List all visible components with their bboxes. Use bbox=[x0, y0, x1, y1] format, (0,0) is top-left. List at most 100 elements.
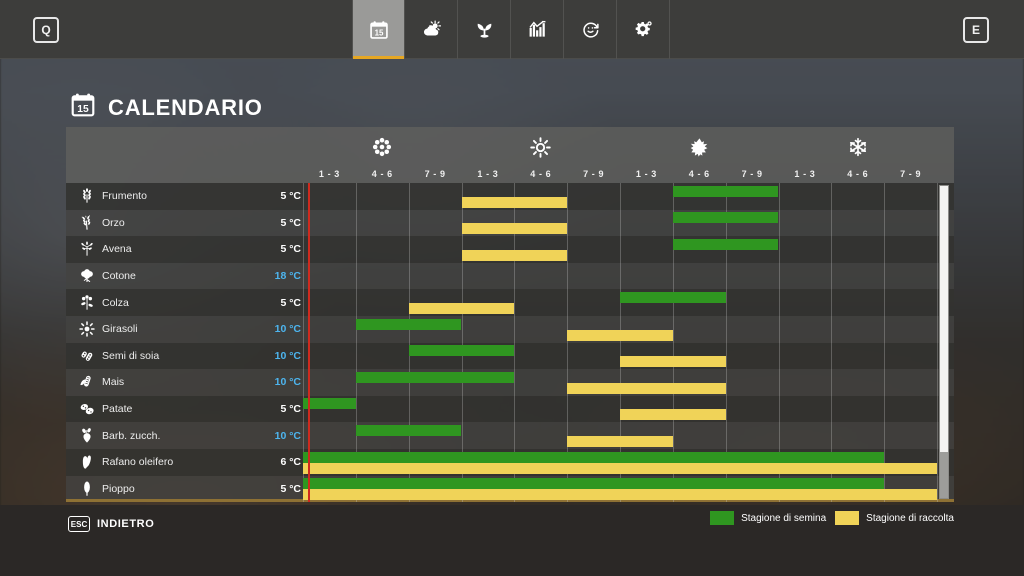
tab-calendar[interactable]: 15 bbox=[352, 0, 405, 59]
footer-bar: ESC INDIETRO Stagione di semina Stagione … bbox=[0, 505, 1024, 576]
soybean-icon bbox=[78, 347, 96, 365]
crop-min-temperature: 10 °C bbox=[274, 429, 301, 442]
sowing-season-bar bbox=[303, 478, 885, 490]
grid-line bbox=[831, 183, 833, 502]
period-label: 4 - 6 bbox=[688, 169, 710, 179]
flower-icon bbox=[362, 133, 402, 161]
crop-min-temperature: 10 °C bbox=[274, 323, 301, 336]
sprout-icon bbox=[475, 20, 494, 39]
harvest-season-bar bbox=[567, 435, 673, 447]
grid-line bbox=[620, 183, 621, 502]
table-row[interactable]: Barb. zucch. 10 °C bbox=[66, 422, 954, 449]
crop-min-temperature: 10 °C bbox=[274, 376, 301, 389]
grid-line bbox=[567, 183, 569, 502]
poplar-icon bbox=[78, 480, 96, 498]
crop-name: Pioppo bbox=[102, 482, 135, 495]
sowing-season-bar bbox=[355, 371, 515, 383]
chart-legend: Stagione di semina Stagione di raccolta bbox=[710, 511, 954, 525]
legend-label: Stagione di semina bbox=[741, 512, 827, 524]
svg-text:15: 15 bbox=[77, 104, 89, 115]
crop-min-temperature: 5 °C bbox=[280, 482, 301, 495]
tab-plants[interactable] bbox=[458, 0, 511, 59]
sowing-season-bar bbox=[672, 212, 779, 224]
crop-name: Cotone bbox=[102, 270, 136, 283]
crop-name: Avena bbox=[102, 243, 132, 256]
grid-line bbox=[884, 183, 886, 502]
crop-min-temperature: 5 °C bbox=[280, 403, 301, 416]
harvest-season-bar bbox=[303, 462, 937, 474]
harvest-season-bar bbox=[620, 356, 726, 368]
legend-item: Stagione di semina bbox=[710, 511, 826, 525]
weather-icon bbox=[422, 20, 441, 39]
period-label: 7 - 9 bbox=[424, 169, 446, 179]
scrollbar-thumb[interactable] bbox=[940, 452, 948, 498]
leaf-icon bbox=[679, 133, 719, 161]
crop-min-temperature: 18 °C bbox=[274, 270, 301, 283]
tab-settings[interactable] bbox=[617, 0, 670, 59]
crop-rows-area[interactable]: Frumento 5 °C Orzo 5 °C Avena 5 °C Cotone 18 °C… bbox=[66, 183, 954, 502]
crop-min-temperature: 5 °C bbox=[280, 243, 301, 256]
period-label: 1 - 3 bbox=[318, 169, 340, 179]
tab-weather[interactable] bbox=[405, 0, 458, 59]
grid-line bbox=[355, 183, 357, 502]
chart-grid bbox=[303, 183, 938, 502]
harvest-season-bar bbox=[567, 382, 726, 394]
wheat-icon bbox=[78, 187, 96, 205]
crop-name: Rafano oleifero bbox=[102, 456, 174, 469]
tab-strip: 15 bbox=[352, 0, 670, 59]
period-label: 1 - 3 bbox=[477, 169, 499, 179]
esc-key-badge: ESC bbox=[68, 516, 90, 532]
sowing-season-bar bbox=[672, 185, 779, 197]
potato-icon bbox=[78, 400, 96, 418]
sun-icon bbox=[521, 133, 561, 161]
crop-min-temperature: 6 °C bbox=[280, 456, 301, 469]
snowflake-icon bbox=[838, 133, 878, 161]
sowing-season-bar bbox=[355, 424, 462, 436]
crop-min-temperature: 10 °C bbox=[274, 349, 301, 362]
back-button[interactable]: ESC INDIETRO bbox=[68, 516, 154, 532]
harvest-season-bar bbox=[461, 249, 568, 261]
current-date-marker bbox=[308, 183, 311, 502]
crop-name: Frumento bbox=[102, 190, 147, 203]
prev-menu-key-q[interactable]: Q bbox=[33, 17, 59, 43]
crop-name: Colza bbox=[102, 296, 129, 309]
next-menu-key-e[interactable]: E bbox=[963, 17, 989, 43]
period-label: 1 - 3 bbox=[635, 169, 657, 179]
sowing-season-bar bbox=[303, 451, 885, 463]
canola-icon bbox=[78, 294, 96, 312]
legend-item: Stagione di raccolta bbox=[835, 511, 954, 525]
calendar-icon: 15 bbox=[369, 20, 389, 40]
legend-swatch bbox=[710, 511, 735, 525]
sowing-season-bar bbox=[303, 398, 356, 410]
period-label: 7 - 9 bbox=[741, 169, 763, 179]
back-button-label: INDIETRO bbox=[97, 518, 155, 530]
table-row[interactable]: Patate 5 °C bbox=[66, 395, 954, 423]
vertical-scrollbar[interactable] bbox=[939, 185, 949, 499]
tab-production[interactable] bbox=[564, 0, 617, 59]
season-header bbox=[66, 127, 954, 165]
crop-name: Barb. zucch. bbox=[102, 429, 161, 442]
table-row[interactable]: Girasoli 10 °C bbox=[66, 315, 954, 343]
harvest-season-bar bbox=[567, 329, 673, 341]
calendar-panel: 1 - 3 4 - 6 7 - 9 1 - 3 4 - 6 7 - 9 1 - 3 4 - 6… bbox=[66, 127, 954, 502]
grid-line bbox=[461, 183, 463, 502]
radish-icon bbox=[78, 453, 96, 471]
period-label: 4 - 6 bbox=[847, 169, 869, 179]
grid-line bbox=[514, 183, 516, 502]
page-title: CALENDARIO bbox=[108, 94, 263, 120]
maize-icon bbox=[78, 373, 96, 391]
harvest-season-bar bbox=[303, 489, 937, 501]
crop-min-temperature: 5 °C bbox=[280, 190, 301, 203]
crop-name: Patate bbox=[102, 403, 133, 416]
gear-icon bbox=[634, 20, 653, 39]
sowing-season-bar bbox=[408, 345, 515, 357]
harvest-season-bar bbox=[461, 223, 568, 235]
legend-swatch bbox=[835, 511, 860, 525]
sowing-season-bar bbox=[672, 238, 779, 250]
tab-statistics[interactable] bbox=[511, 0, 564, 59]
crop-name: Semi di soia bbox=[102, 349, 160, 362]
period-label: 1 - 3 bbox=[794, 169, 816, 179]
table-row[interactable]: Cotone 18 °C bbox=[66, 262, 954, 290]
crop-name: Girasoli bbox=[102, 323, 138, 336]
grid-line bbox=[672, 183, 674, 502]
